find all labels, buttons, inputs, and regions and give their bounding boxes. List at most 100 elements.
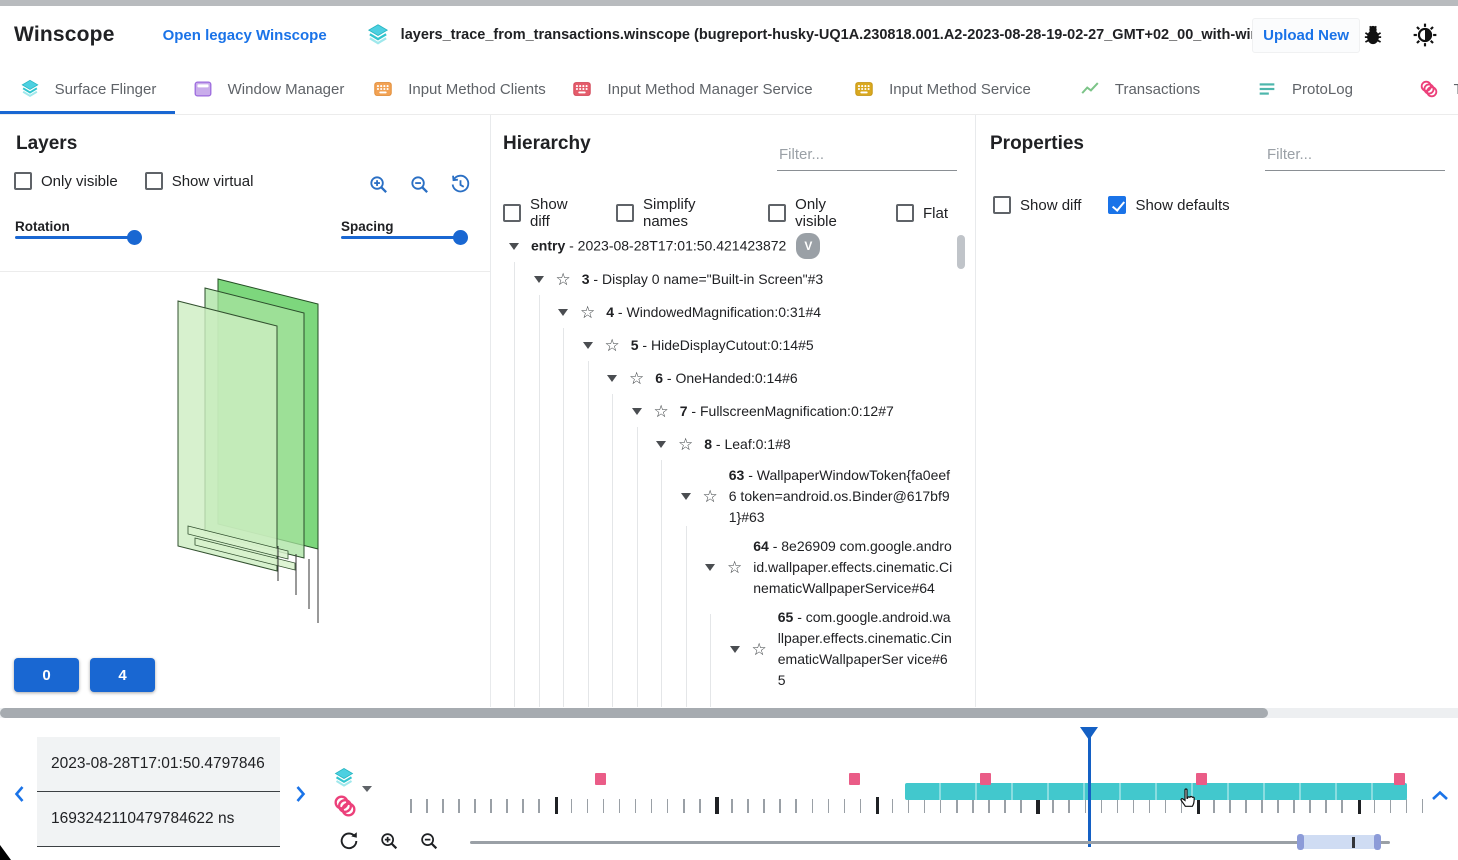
pin-star-icon[interactable]: ☆ (653, 402, 669, 421)
checkbox-box[interactable] (1108, 196, 1127, 214)
hierarchy-view-options: Show diff Simplify names Only visible Flat (503, 196, 975, 230)
checkbox-box[interactable] (896, 204, 914, 222)
pin-star-icon[interactable]: ☆ (702, 487, 718, 506)
tab-input-method-service[interactable]: Input Method Service (827, 64, 1057, 114)
checkbox-box[interactable] (14, 172, 32, 190)
tab-label: ProtoLog (1292, 80, 1353, 98)
layers-trace-icon[interactable] (332, 766, 356, 790)
ruler-tick (827, 799, 830, 813)
properties-filter-input[interactable] (1265, 143, 1445, 171)
timestamp-ns-field[interactable]: 1693242110479784622 ns (37, 792, 280, 847)
open-legacy-link[interactable]: Open legacy Winscope (162, 26, 327, 44)
tab-surface-flinger[interactable]: Surface Flinger (0, 64, 175, 114)
expand-caret-icon[interactable] (631, 408, 642, 415)
tree-node-3[interactable]: ☆ 3 - Display 0 name="Built-in Screen"#3 (526, 263, 954, 296)
transition-marker[interactable] (1196, 773, 1207, 785)
tree-node-65[interactable]: ☆ 65 - com.google.android.wallpaper.effec… (722, 603, 954, 695)
checkbox-box[interactable] (503, 204, 521, 222)
chevron-left-icon[interactable] (8, 782, 32, 806)
ruler-tick (699, 799, 701, 813)
expand-caret-icon[interactable] (656, 441, 666, 448)
refresh-icon[interactable] (338, 830, 360, 852)
expand-caret-icon[interactable] (705, 564, 715, 571)
pin-star-icon[interactable]: ☆ (727, 558, 743, 577)
ruler-tick (1020, 799, 1022, 813)
spacing-slider[interactable] (341, 230, 468, 245)
tree-node-5[interactable]: ☆ 5 - HideDisplayCutout:0:14#5 (575, 329, 954, 362)
chart-icon (1079, 78, 1101, 100)
restore-icon[interactable] (449, 173, 472, 196)
pin-star-icon[interactable]: ☆ (555, 270, 571, 289)
expand-caret-icon[interactable] (558, 309, 568, 316)
tree-node-64[interactable]: ☆ 64 - 8e26909 com.google.android.wallpap… (697, 532, 953, 603)
tab-transitions[interactable]: Transitions (1387, 64, 1458, 114)
hierarchy-scrollbar[interactable] (957, 235, 965, 269)
spacing-slider-thumb[interactable] (453, 230, 468, 245)
tree-node-63[interactable]: ☆ 63 - WallpaperWindowToken{fa0eef6 token… (673, 461, 954, 532)
content-hscrollbar-thumb[interactable] (0, 708, 1268, 718)
chevron-right-icon[interactable] (288, 782, 312, 806)
zoom-in-icon[interactable] (367, 173, 390, 196)
dark-mode-toggle-icon[interactable] (1412, 22, 1438, 48)
checkbox-box[interactable] (768, 204, 787, 222)
tab-window-manager[interactable]: Window Manager (175, 64, 361, 114)
expand-caret-icon[interactable] (680, 493, 691, 500)
expand-caret-icon[interactable] (729, 645, 740, 653)
tree-node-8[interactable]: ☆ 8 - Leaf:0:1#8 (648, 428, 953, 461)
checkbox-box[interactable] (144, 172, 163, 190)
tab-transactions[interactable]: Transactions (1057, 64, 1222, 114)
tree-node-entry[interactable]: entry - 2023-08-28T17:01:50.421423872 V (501, 229, 953, 263)
layers-only-visible-checkbox[interactable]: Only visible (14, 172, 118, 190)
tree-node-7[interactable]: ☆ 7 - FullscreenMagnification:0:12#7 (624, 395, 954, 428)
checkbox-box[interactable] (993, 196, 1011, 214)
properties-show-defaults-checkbox[interactable]: Show defaults (1108, 196, 1230, 214)
zoom-in-icon[interactable] (378, 830, 400, 852)
surfaceflinger-track-segment[interactable] (905, 783, 1407, 800)
expand-caret-icon[interactable] (582, 342, 593, 349)
hierarchy-flat-checkbox[interactable]: Flat (896, 204, 948, 222)
timeline-range-track[interactable] (470, 841, 1390, 844)
zoom-out-icon[interactable] (408, 173, 431, 196)
tab-protolog[interactable]: ProtoLog (1222, 64, 1387, 114)
expand-caret-icon[interactable] (533, 276, 544, 283)
transitions-trace-icon[interactable] (331, 792, 359, 820)
rotation-slider[interactable] (15, 230, 142, 245)
pin-star-icon[interactable]: ☆ (604, 336, 620, 355)
transition-marker[interactable] (980, 773, 991, 785)
timestamp-human-field[interactable]: 2023-08-28T17:01:50.4797846 (37, 737, 280, 792)
tab-input-method-clients[interactable]: Input Method Clients (361, 64, 557, 114)
hierarchy-show-diff-checkbox[interactable]: Show diff (503, 196, 589, 230)
hierarchy-only-visible-checkbox[interactable]: Only visible (768, 196, 869, 230)
properties-show-diff-checkbox[interactable]: Show diff (993, 196, 1081, 214)
pin-star-icon[interactable]: ☆ (678, 435, 694, 454)
pin-star-icon[interactable]: ☆ (751, 639, 767, 659)
checkbox-box[interactable] (616, 204, 634, 222)
timeline-range-selection[interactable] (1300, 835, 1378, 849)
range-handle-right[interactable] (1374, 834, 1381, 850)
tree-node-label: 6 - OneHanded:0:14#6 (655, 370, 798, 386)
tree-node-4[interactable]: ☆ 4 - WindowedMagnification:0:31#4 (550, 296, 953, 329)
bug-icon[interactable] (1360, 22, 1386, 48)
pin-star-icon[interactable]: ☆ (629, 369, 645, 388)
transition-marker[interactable] (1394, 773, 1405, 785)
tree-node-6[interactable]: ☆ 6 - OneHanded:0:14#6 (599, 362, 953, 395)
upload-new-button[interactable]: Upload New (1252, 17, 1360, 53)
hierarchy-simplify-names-checkbox[interactable]: Simplify names (616, 196, 741, 230)
transition-marker[interactable] (595, 773, 606, 785)
chevron-up-icon[interactable] (1428, 784, 1452, 808)
expand-caret-icon[interactable] (509, 242, 519, 250)
zoom-out-icon[interactable] (418, 830, 440, 852)
layers-3d-canvas[interactable]: ScreenDecorHwcOverlay#62NavigationBar0#8… (0, 271, 490, 707)
hierarchy-filter-input[interactable] (777, 143, 957, 171)
rotation-slider-thumb[interactable] (127, 230, 142, 245)
expand-caret-icon[interactable] (607, 375, 617, 382)
layer-id-button-4[interactable]: 4 (90, 658, 155, 692)
layer-id-button-0[interactable]: 0 (14, 658, 79, 692)
chevron-down-icon[interactable] (362, 786, 372, 792)
transition-marker[interactable] (849, 773, 860, 785)
range-handle-left[interactable] (1297, 834, 1304, 850)
tab-input-method-manager-service[interactable]: Input Method Manager Service (557, 64, 827, 114)
layers-show-virtual-checkbox[interactable]: Show virtual (144, 172, 253, 190)
pin-star-icon[interactable]: ☆ (580, 303, 596, 322)
timeline-cursor[interactable] (1088, 727, 1091, 847)
